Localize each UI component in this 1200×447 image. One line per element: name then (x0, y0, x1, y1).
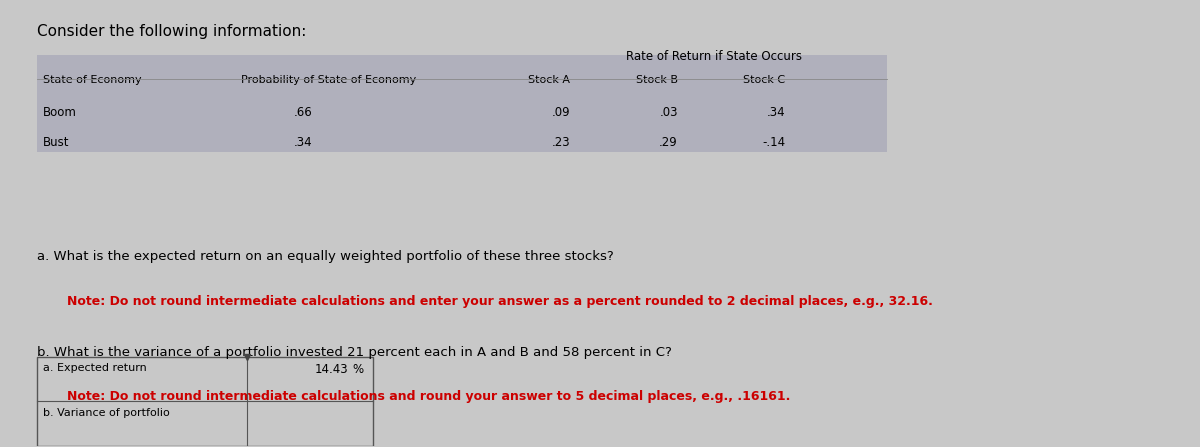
Text: Note: Do not round intermediate calculations and enter your answer as a percent : Note: Do not round intermediate calculat… (67, 295, 934, 308)
Text: a. What is the expected return on an equally weighted portfolio of these three s: a. What is the expected return on an equ… (37, 250, 614, 263)
Text: .03: .03 (659, 106, 678, 119)
Text: b. What is the variance of a portfolio invested 21 percent each in A and B and 5: b. What is the variance of a portfolio i… (37, 346, 672, 358)
Text: %: % (352, 363, 364, 376)
Text: .23: .23 (552, 135, 570, 148)
FancyBboxPatch shape (37, 357, 372, 446)
Text: 14.43: 14.43 (314, 363, 348, 376)
Text: Bust: Bust (43, 135, 70, 148)
FancyBboxPatch shape (37, 55, 887, 152)
Text: Stock B: Stock B (636, 75, 678, 84)
Text: Probability of State of Economy: Probability of State of Economy (241, 75, 416, 84)
Text: Rate of Return if State Occurs: Rate of Return if State Occurs (625, 51, 802, 63)
Text: Boom: Boom (43, 106, 77, 119)
Text: a. Expected return: a. Expected return (43, 363, 148, 373)
Text: .34: .34 (767, 106, 786, 119)
Text: Stock C: Stock C (744, 75, 786, 84)
Text: .09: .09 (552, 106, 570, 119)
Text: -.14: -.14 (762, 135, 786, 148)
Text: .34: .34 (294, 135, 313, 148)
Text: .29: .29 (659, 135, 678, 148)
Text: Note: Do not round intermediate calculations and round your answer to 5 decimal : Note: Do not round intermediate calculat… (67, 390, 791, 403)
Text: Consider the following information:: Consider the following information: (37, 24, 307, 38)
Text: b. Variance of portfolio: b. Variance of portfolio (43, 408, 170, 418)
Text: State of Economy: State of Economy (43, 75, 142, 84)
Text: .66: .66 (294, 106, 313, 119)
Text: Stock A: Stock A (528, 75, 570, 84)
